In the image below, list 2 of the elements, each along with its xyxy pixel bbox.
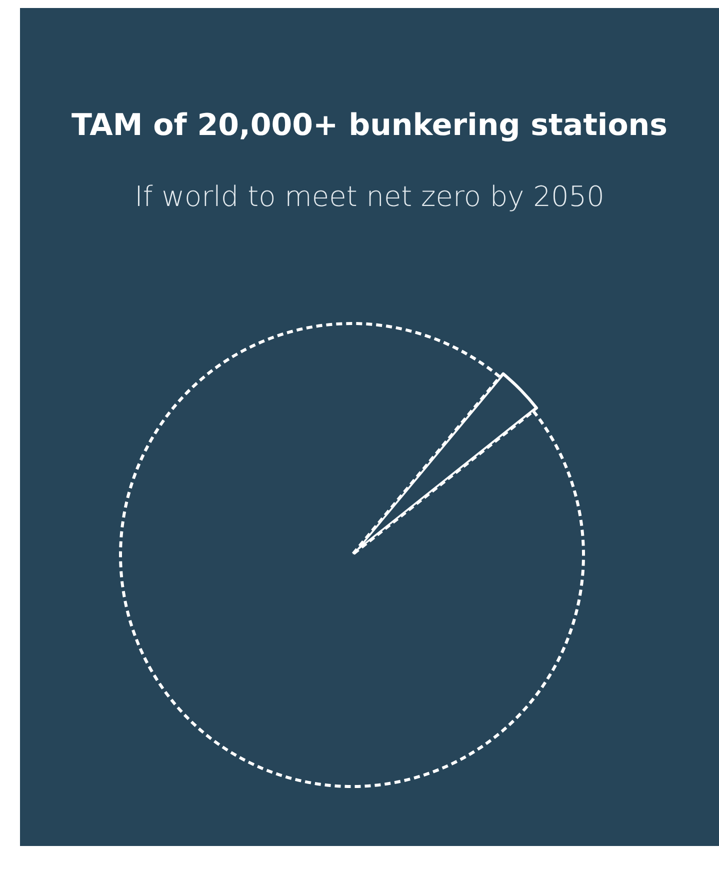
chart-title: TAM of 20,000+ bunkering stations xyxy=(70,108,669,143)
chart-subtitle: If world to meet net zero by 2050 xyxy=(134,180,606,213)
